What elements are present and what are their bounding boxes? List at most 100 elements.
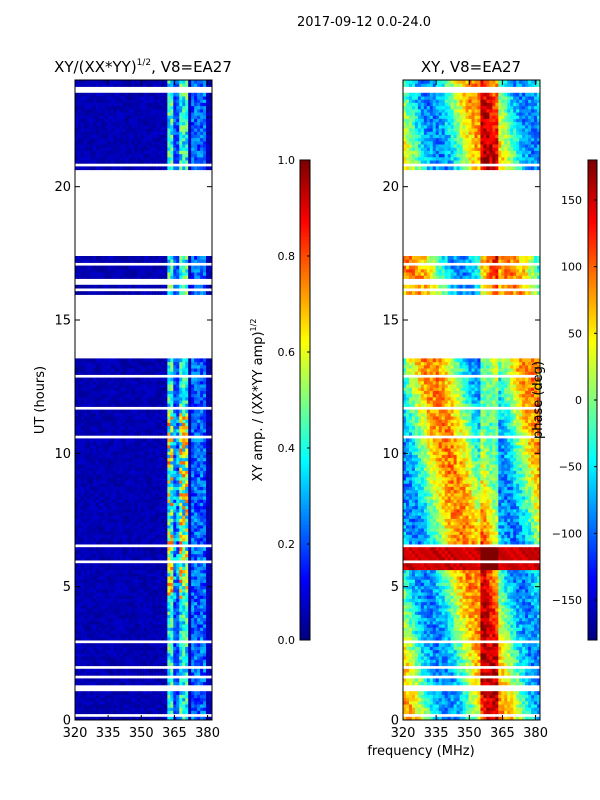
left-heatmap-cell bbox=[197, 537, 201, 542]
left-heatmap-cell bbox=[167, 396, 171, 401]
left-heatmap-cell bbox=[149, 505, 153, 510]
left-heatmap-cell bbox=[140, 425, 144, 430]
left-heatmap-cell bbox=[203, 681, 207, 686]
left-heatmap-cell bbox=[134, 588, 139, 593]
left-heatmap-cell bbox=[155, 272, 159, 276]
left-heatmap-cell bbox=[161, 563, 165, 567]
left-heatmap-cell bbox=[194, 656, 198, 660]
left-heatmap-cell bbox=[134, 563, 139, 567]
left-heatmap-cell bbox=[122, 598, 127, 603]
left-heatmap-cell bbox=[119, 499, 124, 503]
left-heatmap-cell bbox=[122, 659, 127, 663]
left-heatmap-cell bbox=[128, 444, 133, 449]
left-heatmap-cell bbox=[107, 432, 112, 436]
left-heatmap-cell bbox=[197, 396, 201, 401]
left-heatmap-cell bbox=[194, 576, 198, 580]
left-heatmap-cell bbox=[107, 390, 112, 395]
left-heatmap-cell bbox=[83, 572, 88, 577]
left-heatmap-cell bbox=[104, 486, 109, 491]
left-heatmap-cell bbox=[185, 556, 189, 561]
left-heatmap-cell bbox=[140, 457, 144, 462]
left-heatmap-cell bbox=[131, 432, 136, 436]
left-heatmap-cell bbox=[116, 259, 121, 263]
left-heatmap-cell bbox=[131, 473, 136, 478]
left-heatmap-cell bbox=[167, 476, 171, 481]
left-heatmap-cell bbox=[185, 617, 189, 622]
left-heatmap-cell bbox=[170, 400, 174, 404]
left-heatmap-cell bbox=[98, 524, 103, 529]
left-heatmap-cell bbox=[131, 521, 136, 526]
left-heatmap-cell bbox=[209, 563, 213, 567]
left-heatmap-cell bbox=[182, 563, 186, 567]
left-heatmap-cell bbox=[92, 598, 97, 603]
left-heatmap-cell bbox=[209, 636, 213, 641]
left-heatmap-cell bbox=[149, 656, 153, 660]
left-heatmap-cell bbox=[80, 387, 85, 391]
left-heatmap-cell bbox=[92, 572, 97, 577]
left-heatmap-cell bbox=[164, 387, 168, 391]
left-heatmap-cell bbox=[197, 598, 201, 603]
left-heatmap-cell bbox=[209, 704, 213, 708]
left-heatmap-cell bbox=[185, 592, 189, 596]
left-heatmap-cell bbox=[125, 272, 130, 276]
left-heatmap-cell bbox=[173, 470, 177, 475]
left-heatmap-cell bbox=[182, 608, 186, 612]
left-heatmap-cell bbox=[170, 444, 174, 449]
left-heatmap-cell bbox=[137, 361, 142, 366]
left-heatmap-cell bbox=[119, 400, 124, 404]
left-heatmap-cell bbox=[134, 416, 139, 420]
left-heatmap-cell bbox=[101, 707, 106, 711]
left-heatmap-cell bbox=[122, 400, 127, 404]
left-heatmap-cell bbox=[188, 700, 192, 705]
left-heatmap-cell bbox=[161, 502, 165, 507]
left-heatmap-cell bbox=[173, 502, 177, 507]
left-heatmap-cell bbox=[143, 489, 147, 494]
left-heatmap-cell bbox=[194, 700, 198, 705]
left-heatmap-cell bbox=[95, 496, 100, 500]
left-heatmap-cell bbox=[75, 505, 79, 510]
left-heatmap-cell bbox=[197, 668, 201, 673]
left-heatmap-cell bbox=[176, 476, 180, 481]
left-heatmap-cell bbox=[92, 428, 97, 433]
left-heatmap-cell bbox=[155, 716, 159, 721]
left-heatmap-cell bbox=[140, 508, 144, 513]
left-heatmap-cell bbox=[203, 585, 207, 590]
left-heatmap-cell bbox=[131, 275, 136, 279]
left-heatmap-cell bbox=[137, 291, 142, 295]
left-heatmap-cell bbox=[185, 476, 189, 481]
left-heatmap-cell bbox=[143, 499, 147, 503]
left-heatmap-cell bbox=[110, 419, 115, 423]
left-heatmap-cell bbox=[158, 476, 162, 481]
left-heatmap-cell bbox=[182, 601, 186, 606]
left-heatmap-cell bbox=[170, 438, 174, 443]
left-heatmap-cell bbox=[203, 694, 207, 699]
left-heatmap-cell bbox=[170, 467, 174, 471]
left-heatmap-cell bbox=[113, 592, 118, 596]
left-heatmap-cell bbox=[95, 620, 100, 625]
left-heatmap-cell bbox=[122, 291, 127, 295]
left-heatmap-cell bbox=[98, 467, 103, 471]
left-heatmap-cell bbox=[179, 467, 183, 471]
left-heatmap-cell bbox=[164, 438, 168, 443]
left-heatmap-cell bbox=[137, 531, 142, 535]
left-heatmap-cell bbox=[134, 387, 139, 391]
left-heatmap-cell bbox=[206, 659, 210, 663]
left-heatmap-cell bbox=[107, 265, 112, 270]
left-heatmap-cell bbox=[152, 499, 156, 503]
left-heatmap-cell bbox=[107, 464, 112, 468]
left-heatmap-cell bbox=[119, 364, 124, 369]
left-heatmap-cell bbox=[176, 572, 180, 577]
left-heatmap-cell bbox=[203, 518, 207, 523]
left-heatmap-cell bbox=[89, 601, 94, 606]
left-heatmap-cell bbox=[161, 384, 165, 388]
left-heatmap-cell bbox=[122, 668, 127, 673]
left-heatmap-cell bbox=[131, 364, 136, 369]
left-heatmap-cell bbox=[92, 710, 97, 715]
left-heatmap-cell bbox=[182, 470, 186, 475]
left-heatmap-cell bbox=[182, 537, 186, 542]
left-heatmap-cell bbox=[155, 454, 159, 459]
left-heatmap-cell bbox=[80, 425, 85, 430]
left-heatmap-cell bbox=[173, 499, 177, 503]
left-heatmap-cell bbox=[107, 694, 112, 699]
left-heatmap-cell bbox=[164, 598, 168, 603]
